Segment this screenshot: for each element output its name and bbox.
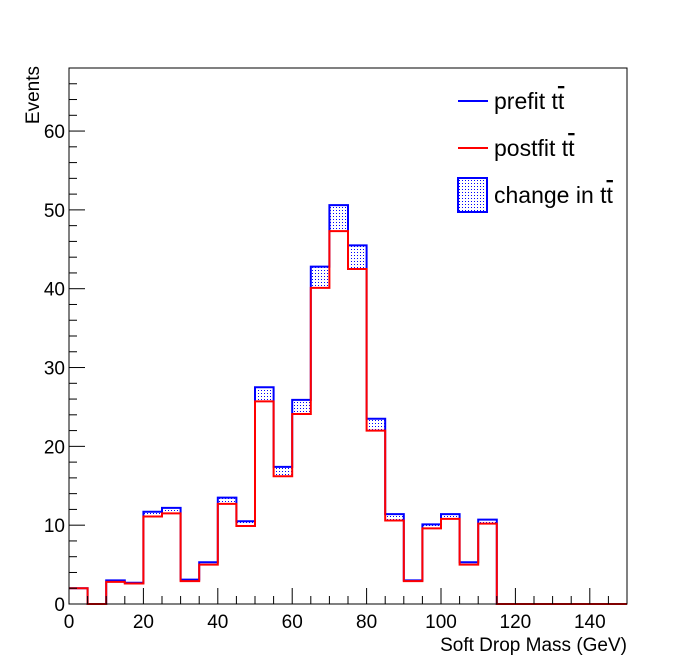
change-band-bin: [348, 245, 367, 269]
change-band-bin: [478, 519, 497, 524]
y-tick-label: 20: [44, 437, 65, 458]
x-axis-title: Soft Drop Mass (GeV): [440, 635, 627, 656]
change-band-bin: [162, 507, 181, 514]
y-tick-label: 10: [44, 516, 65, 537]
change-band-bin: [329, 205, 348, 232]
tbar-glyph: t: [568, 135, 575, 161]
change-band-bin: [217, 497, 237, 504]
x-tick-label: 80: [356, 612, 377, 633]
postfit-series-line: [69, 230, 627, 605]
change-band-bin: [255, 387, 274, 402]
legend-postfit-label: postfit tt: [494, 135, 575, 161]
y-tick-label: 40: [44, 280, 65, 301]
tick-labels-group: 0 20 40 60 80 100 120 140 0 10 20 30 40 50 60: [44, 122, 606, 633]
y-tick-label: 50: [44, 201, 65, 222]
change-band-bin: [199, 562, 218, 565]
x-tick-label: 140: [574, 612, 606, 633]
prefit-series-line: [69, 204, 627, 605]
change-band-bin: [143, 511, 162, 517]
axis-ticks-group: [68, 67, 628, 605]
x-tick-label: 0: [64, 612, 75, 633]
change-band-group: [106, 205, 497, 584]
x-tick-label: 20: [133, 612, 154, 633]
legend-change-swatch: [457, 177, 488, 213]
legend-change-label: change in tt: [494, 182, 614, 208]
legend-prefit-label: prefit tt: [494, 88, 565, 114]
change-band-bin: [385, 514, 404, 521]
x-tick-label: 60: [282, 612, 303, 633]
change-band-bin: [366, 418, 386, 431]
tbar-glyph: t: [607, 182, 614, 208]
change-band-bin: [273, 466, 293, 477]
change-band-bin: [441, 514, 460, 519]
series-lines-group: [69, 204, 627, 605]
x-tick-label: 100: [425, 612, 457, 633]
y-axis-title: Events: [23, 66, 44, 124]
x-tick-label: 40: [207, 612, 228, 633]
y-tick-label: 0: [54, 595, 65, 616]
x-tick-label: 120: [500, 612, 532, 633]
change-band-bin: [310, 266, 330, 288]
change-band-bin: [292, 399, 311, 415]
change-band-bin: [459, 562, 479, 565]
change-band-bin: [422, 524, 441, 529]
y-tick-label: 60: [44, 122, 65, 143]
legend: prefit tt postfit tt change in tt: [457, 88, 614, 213]
y-tick-label: 30: [44, 359, 65, 380]
tbar-glyph: t: [558, 88, 565, 114]
change-band-bin: [236, 521, 255, 526]
